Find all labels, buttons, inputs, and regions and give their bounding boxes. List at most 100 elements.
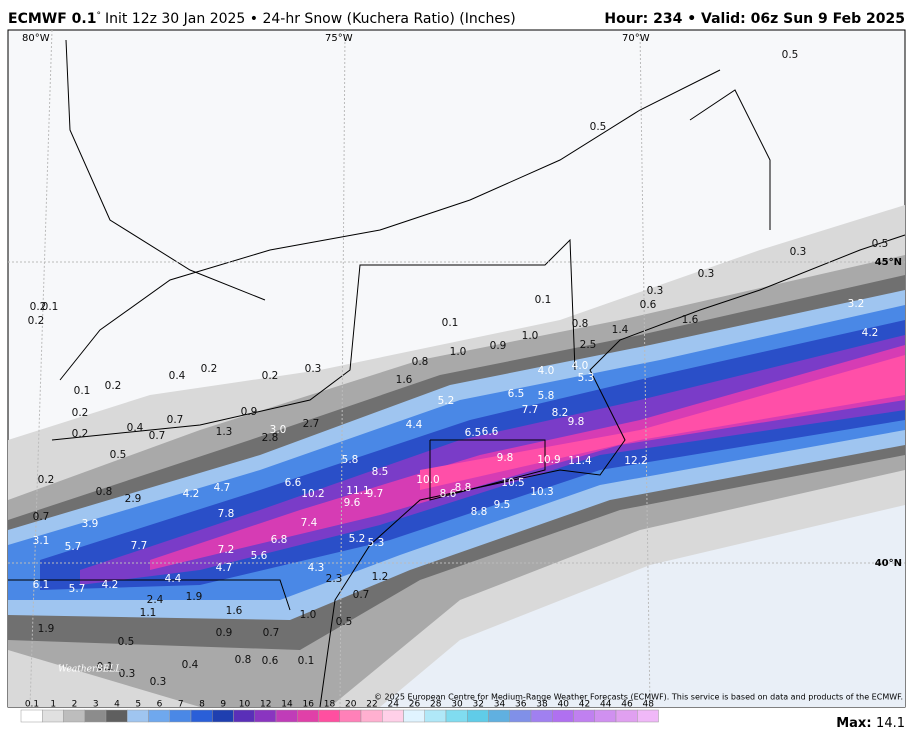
header-title: ECMWF 0.1° Init 12z 30 Jan 2025 • 24-hr S… — [8, 11, 516, 28]
snow-amount-label: 0.9 — [241, 406, 258, 418]
snow-amount-label: 2.8 — [262, 432, 279, 444]
snow-amount-label: 2.4 — [147, 594, 164, 606]
colorbar-label: 6 — [157, 700, 163, 710]
snow-amount-label: 4.4 — [165, 573, 182, 585]
graticule — [8, 29, 905, 708]
snow-amount-label: 2.3 — [326, 573, 343, 585]
snow-amount-label: 7.2 — [218, 544, 235, 556]
snow-amount-label: 4.7 — [214, 482, 231, 494]
snow-amount-label: 2.9 — [125, 493, 142, 505]
snow-amount-label: 11.1 — [346, 485, 369, 497]
colorbar-label: 2 — [72, 700, 78, 710]
colorbar-swatch — [488, 709, 510, 723]
snow-amount-label: 0.1 — [74, 385, 91, 397]
snow-amount-label: 0.8 — [96, 486, 113, 498]
colorbar-label: 24 — [388, 700, 400, 710]
snow-amount-label: 2.7 — [303, 418, 320, 430]
colorbar-label: 44 — [600, 700, 612, 710]
colorbar-swatch — [318, 709, 340, 723]
colorbar-swatch — [637, 709, 659, 723]
snow-amount-label: 8.8 — [471, 506, 488, 518]
snow-amount-label: 7.7 — [131, 540, 148, 552]
lon-label: 80°W — [22, 33, 50, 44]
colorbar-swatch — [360, 709, 383, 723]
colorbar-label: 5 — [135, 700, 141, 710]
snow-amount-label: 5.8 — [342, 454, 359, 466]
colorbar-label: 9 — [220, 700, 226, 710]
colorbar-label: 48 — [643, 700, 655, 710]
snow-amount-label: 0.4 — [169, 370, 186, 382]
snow-amount-label: 1.6 — [682, 314, 699, 326]
colorbar-swatch — [20, 709, 43, 723]
lat-label: 45°N — [875, 257, 902, 268]
snow-amount-label: 1.6 — [226, 605, 243, 617]
copyright: © 2025 European Centre for Medium-Range … — [374, 693, 903, 702]
snow-amount-label: 0.1 — [42, 301, 59, 313]
snow-amount-label: 0.4 — [127, 422, 144, 434]
snow-amount-label: 5.6 — [251, 550, 268, 562]
colorbar-label: 10 — [239, 700, 251, 710]
snow-amount-label: 0.3 — [119, 668, 136, 680]
snow-amount-label: 0.5 — [782, 49, 799, 61]
snow-amount-label: 0.6 — [640, 299, 657, 311]
snow-amount-label: 1.9 — [186, 591, 203, 603]
snow-amount-label: 0.8 — [235, 654, 252, 666]
snow-amount-label: 0.8 — [572, 318, 589, 330]
snow-amount-label: 0.2 — [201, 363, 218, 375]
snow-amount-label: 0.3 — [647, 285, 664, 297]
snow-amount-label: 6.1 — [33, 579, 50, 591]
snow-amount-label: 8.6 — [440, 488, 457, 500]
colorbar-swatch — [339, 709, 362, 723]
colorbar-label: 36 — [515, 700, 527, 710]
colorbar-label: 4 — [114, 700, 120, 710]
snow-amount-label: 4.0 — [538, 365, 555, 377]
colorbar-swatch — [615, 709, 638, 723]
colorbar-swatch — [84, 709, 107, 723]
colorbar-label: 30 — [451, 700, 463, 710]
snow-amount-label: 0.2 — [28, 315, 45, 327]
snow-amount-label: 5.2 — [438, 395, 455, 407]
borders — [8, 39, 906, 708]
colorbar-swatch — [42, 709, 64, 723]
snow-amount-label: 0.5 — [336, 616, 353, 628]
logo: WeatherBELL — [58, 665, 121, 675]
colorbar-swatch — [509, 709, 532, 723]
snow-amount-label: 0.7 — [263, 627, 280, 639]
snow-amount-label: 12.2 — [624, 455, 647, 467]
colorbar-label: 3 — [93, 700, 99, 710]
colorbar-label: 26 — [409, 700, 421, 710]
colorbar-label: 18 — [324, 700, 336, 710]
snow-amount-label: 0.5 — [110, 449, 127, 461]
snow-amount-label: 5.7 — [65, 541, 82, 553]
snow-swath — [8, 205, 905, 707]
snow-amount-label: 10.5 — [501, 477, 524, 489]
snow-amount-label: 6.8 — [271, 534, 288, 546]
snow-amount-label: 5.3 — [578, 372, 595, 384]
colorbar-label: 16 — [303, 700, 315, 710]
colorbar-label: 12 — [260, 700, 271, 710]
snow-amount-label: 3.2 — [848, 298, 865, 310]
snow-amount-label: 7.4 — [301, 517, 318, 529]
snow-amount-label: 4.3 — [308, 562, 325, 574]
snow-amount-label: 0.2 — [30, 301, 47, 313]
snow-amount-label: 10.2 — [301, 488, 324, 500]
snow-amount-label: 0.2 — [105, 380, 122, 392]
colorbar-swatch — [254, 709, 277, 723]
snow-amount-label: 9.7 — [367, 488, 384, 500]
colorbar-swatch — [127, 709, 149, 723]
snow-amount-label: 0.9 — [216, 627, 233, 639]
snow-amount-label: 9.8 — [497, 452, 514, 464]
snow-amount-label: 7.7 — [522, 404, 539, 416]
snow-amount-label: 3.9 — [82, 518, 99, 530]
colorbar: 0.1 1 2 3 4 5 6 7 8 9 10 12 14 16 18 20 22 24 26 28 30 32 34 36… — [20, 700, 659, 723]
colorbar-label: 46 — [621, 700, 633, 710]
snow-amount-label: 1.3 — [216, 426, 233, 438]
colorbar-swatch — [403, 709, 425, 723]
snow-amount-label: 0.3 — [150, 676, 167, 688]
snow-amount-label: 1.0 — [450, 346, 467, 358]
colorbar-label: 8 — [199, 700, 205, 710]
colorbar-swatch — [594, 709, 617, 723]
colorbar-label: 28 — [430, 700, 442, 710]
colorbar-swatch — [424, 709, 447, 723]
